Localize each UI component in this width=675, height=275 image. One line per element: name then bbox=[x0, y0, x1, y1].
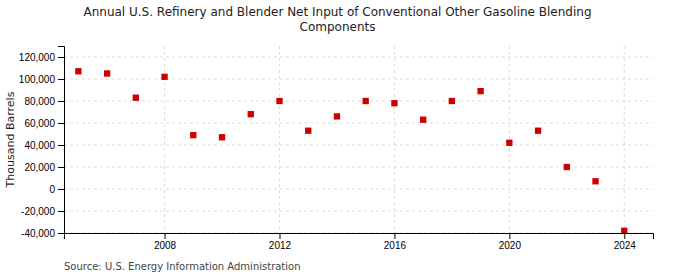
grid-line bbox=[64, 57, 653, 58]
tick: 2020 bbox=[499, 233, 522, 251]
point bbox=[420, 117, 426, 123]
annotation: Source: U.S. Energy Information Administ… bbox=[64, 261, 301, 272]
tick-mark bbox=[279, 233, 280, 239]
tick-label: 80,000 bbox=[24, 96, 55, 107]
tick-label: -20,000 bbox=[21, 206, 55, 217]
grid-line bbox=[64, 101, 653, 102]
grid-line bbox=[509, 46, 510, 233]
point bbox=[305, 128, 311, 134]
tick-mark bbox=[58, 189, 64, 190]
tick-label: 20,000 bbox=[24, 162, 55, 173]
grid bbox=[64, 46, 653, 233]
tick-mark bbox=[58, 211, 64, 212]
point bbox=[564, 164, 570, 170]
point bbox=[133, 95, 139, 101]
tick-mark bbox=[509, 233, 510, 239]
point bbox=[104, 70, 110, 76]
point bbox=[363, 98, 369, 104]
axis-line bbox=[58, 47, 65, 234]
tick-label: 2024 bbox=[614, 240, 637, 251]
tick-mark bbox=[394, 233, 395, 239]
grid-line bbox=[279, 46, 280, 233]
tick: 2008 bbox=[154, 233, 177, 251]
tick-label: 120,000 bbox=[19, 52, 56, 63]
grid-line bbox=[64, 145, 653, 146]
tick: 40,000 bbox=[24, 140, 64, 151]
tick: -40,000 bbox=[21, 228, 64, 239]
tick-mark bbox=[165, 233, 166, 239]
tick-label: 2020 bbox=[499, 240, 522, 251]
y-axis: -40,000 -20,000 0 20,000 40,000 60,000 80,000 1… bbox=[19, 47, 65, 239]
plot-area: 2008 2012 2016 2020 2024 -40,000 -20,000 0 20,00… bbox=[19, 46, 654, 251]
tick-mark bbox=[58, 101, 64, 102]
axis-line bbox=[65, 234, 654, 240]
tick: 2016 bbox=[384, 233, 407, 251]
point bbox=[219, 134, 225, 140]
tick: 0 bbox=[49, 184, 64, 195]
tick-label: 2012 bbox=[269, 240, 292, 251]
tick-label: 0 bbox=[49, 184, 55, 195]
tick-mark bbox=[58, 233, 64, 234]
tick-mark bbox=[58, 57, 64, 58]
tick: 20,000 bbox=[24, 162, 64, 173]
point bbox=[621, 228, 627, 233]
tick-label: 40,000 bbox=[24, 140, 55, 151]
grid-line bbox=[394, 46, 395, 233]
grid-line bbox=[624, 46, 625, 233]
tick-mark bbox=[58, 167, 64, 168]
points bbox=[75, 68, 627, 233]
grid-line bbox=[64, 123, 653, 124]
grid-line bbox=[64, 211, 653, 212]
title: Annual U.S. Refinery and Blender Net Inp… bbox=[83, 5, 591, 34]
point bbox=[506, 140, 512, 146]
tick: 120,000 bbox=[19, 52, 64, 63]
tick-mark bbox=[624, 233, 625, 239]
tick-mark bbox=[58, 145, 64, 146]
tick: 2012 bbox=[269, 233, 292, 251]
point bbox=[190, 132, 196, 138]
grid-line bbox=[64, 189, 653, 190]
tick: 2024 bbox=[614, 233, 637, 251]
point bbox=[75, 68, 81, 74]
tick-mark bbox=[58, 79, 64, 80]
chart: Annual U.S. Refinery and Blender Net Inp… bbox=[0, 0, 675, 275]
point bbox=[334, 113, 340, 119]
grid-line bbox=[64, 79, 653, 80]
tick-label: 2016 bbox=[384, 240, 407, 251]
point bbox=[535, 128, 541, 134]
point bbox=[248, 111, 254, 117]
tick: 60,000 bbox=[24, 118, 64, 129]
tick-label: 60,000 bbox=[24, 118, 55, 129]
tick-label: 2008 bbox=[154, 240, 177, 251]
point bbox=[276, 98, 282, 104]
point bbox=[477, 88, 483, 94]
x-axis: 2008 2012 2016 2020 2024 bbox=[65, 233, 654, 251]
tick-label: 100,000 bbox=[19, 74, 56, 85]
point bbox=[592, 178, 598, 184]
tick: 80,000 bbox=[24, 96, 64, 107]
tick-label: -40,000 bbox=[21, 228, 55, 239]
point bbox=[391, 100, 397, 106]
tick: 100,000 bbox=[19, 74, 64, 85]
tick-mark bbox=[58, 123, 64, 124]
tick: -20,000 bbox=[21, 206, 64, 217]
point bbox=[161, 74, 167, 80]
point bbox=[449, 98, 455, 104]
y-axis-label: Thousand Barrels bbox=[4, 91, 17, 188]
